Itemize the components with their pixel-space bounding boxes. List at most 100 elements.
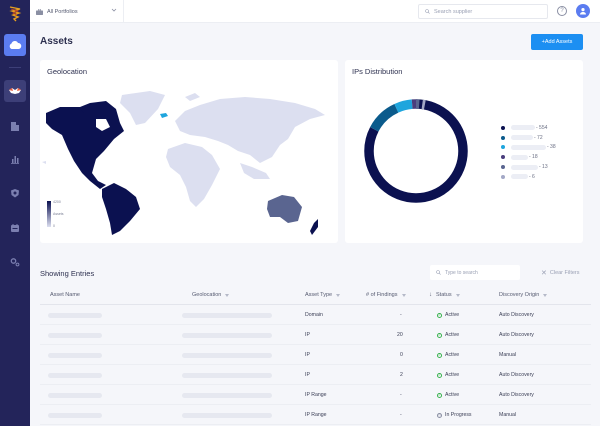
building-icon [11,122,19,131]
legend-item: - 554 [501,123,556,133]
status-badge: ◷ In Progress [437,412,472,418]
findings-count: - [400,312,402,318]
discovery-origin: Auto Discovery [499,312,534,318]
close-icon: ✕ [541,270,547,277]
sidebar-item-cloud[interactable] [4,34,26,56]
clock-icon: ◷ [437,412,442,418]
logo-icon [9,6,22,22]
portfolio-label: All Portfolios [47,8,78,15]
table-row[interactable]: IP 0 ✓ Active Manual [40,345,591,365]
table-row[interactable]: Domain - ✓ Active Auto Discovery [40,305,591,325]
status-label: Active [445,392,460,398]
calendar-icon [11,224,19,232]
status-badge: ✓ Active [437,392,459,398]
search-icon [436,270,441,275]
status-badge: ✓ Active [437,352,459,358]
table-row[interactable]: IP 20 ✓ Active Auto Discovery [40,325,591,345]
legend-label-placeholder [511,154,528,160]
table-row[interactable]: IP 2 ✓ Active Auto Discovery [40,365,591,385]
col-geolocation[interactable]: Geolocation [192,292,230,298]
clear-filters-label: Clear Filters [549,270,580,276]
asset-type: IP [305,372,310,378]
page-title: Assets [40,36,73,47]
legend-value: - 13 [539,164,548,171]
table-search-placeholder: Type to search [445,269,478,276]
help-icon[interactable]: ? [557,6,567,16]
ips-distribution-card: IPs Distribution - 554 - 72 - 38 - 18 - … [345,60,583,243]
findings-count: 0 [400,352,403,358]
findings-count: - [400,412,402,418]
table-header: Asset Name Geolocation Asset Type # of F… [40,287,591,305]
table-row[interactable]: IP Range - ✓ Active Auto Discovery [40,385,591,405]
ips-title: IPs Distribution [352,67,403,76]
asset-type: IP Range [305,392,327,398]
filter-icon[interactable] [455,293,460,297]
legend-value: - 72 [534,134,543,141]
legend-dot [501,135,505,140]
settings-icon [10,258,20,267]
sidebar-item-companies[interactable] [9,120,21,132]
legend-label: Assets [53,212,64,216]
sort-down-icon[interactable]: ↓ [429,292,432,298]
legend-label-placeholder [511,174,528,180]
world-map[interactable] [40,85,338,235]
legend-item: - 18 [501,152,556,162]
col-findings[interactable]: # of Findings [366,292,406,298]
handshake-icon [9,88,21,94]
sidebar-item-security[interactable] [9,187,21,199]
col-asset-type[interactable]: Asset Type [305,292,341,298]
filter-icon[interactable] [225,293,230,297]
asset-name-placeholder [48,373,102,378]
geolocation-title: Geolocation [47,67,88,76]
table-row[interactable]: IP Range - ◷ In Progress Manual [40,405,591,425]
discovery-origin: Manual [499,412,517,418]
briefcase-icon [36,8,43,15]
sidebar-item-reports[interactable] [9,153,21,165]
legend-dot [501,125,505,130]
topbar: All Portfolios Search supplier ? [30,0,600,23]
avatar[interactable] [576,4,590,18]
col-label: Asset Type [305,292,333,298]
asset-name-placeholder [48,353,102,358]
legend-dot [501,165,505,170]
legend-max: 4200 [53,200,61,204]
findings-count: 2 [400,372,403,378]
asset-type: IP [305,332,310,338]
filter-icon[interactable] [543,293,548,297]
asset-type: Domain [305,312,323,318]
legend-label-placeholder [511,164,538,170]
status-label: Active [445,372,460,378]
col-status[interactable]: ↓ Status [429,292,460,298]
asset-name-placeholder [48,393,102,398]
clear-filters-button[interactable]: ✕ Clear Filters [541,269,580,277]
col-asset-name[interactable]: Asset Name [50,292,80,298]
legend-value: - 38 [547,144,556,151]
status-badge: ✓ Active [437,332,459,338]
table-search-input[interactable]: Type to search [430,265,520,280]
filter-icon[interactable] [401,293,406,297]
sidebar-item-partners[interactable] [4,80,26,102]
search-icon [425,9,430,14]
ips-donut-chart[interactable] [363,98,469,204]
add-assets-button[interactable]: +Add Assets [531,34,583,50]
col-discovery-origin[interactable]: Discovery Origin [499,292,548,298]
col-label: Discovery Origin [499,292,540,298]
user-icon [580,8,586,15]
status-label: Active [445,352,460,358]
sidebar-item-settings[interactable] [9,256,21,268]
asset-name-placeholder [48,333,102,338]
legend-item: - 6 [501,172,556,182]
filter-icon[interactable] [336,293,341,297]
sidebar [0,0,30,426]
sidebar-item-calendar[interactable] [9,222,21,234]
status-label: Active [445,312,460,318]
asset-name-placeholder [48,313,102,318]
shield-icon [11,189,19,198]
search-supplier-input[interactable]: Search supplier [418,4,548,19]
asset-name-placeholder [48,413,102,418]
asset-type: IP [305,352,310,358]
portfolio-selector[interactable]: All Portfolios [30,0,124,23]
legend-item: - 38 [501,143,556,153]
check-icon: ✓ [437,332,442,338]
asset-type: IP Range [305,412,327,418]
